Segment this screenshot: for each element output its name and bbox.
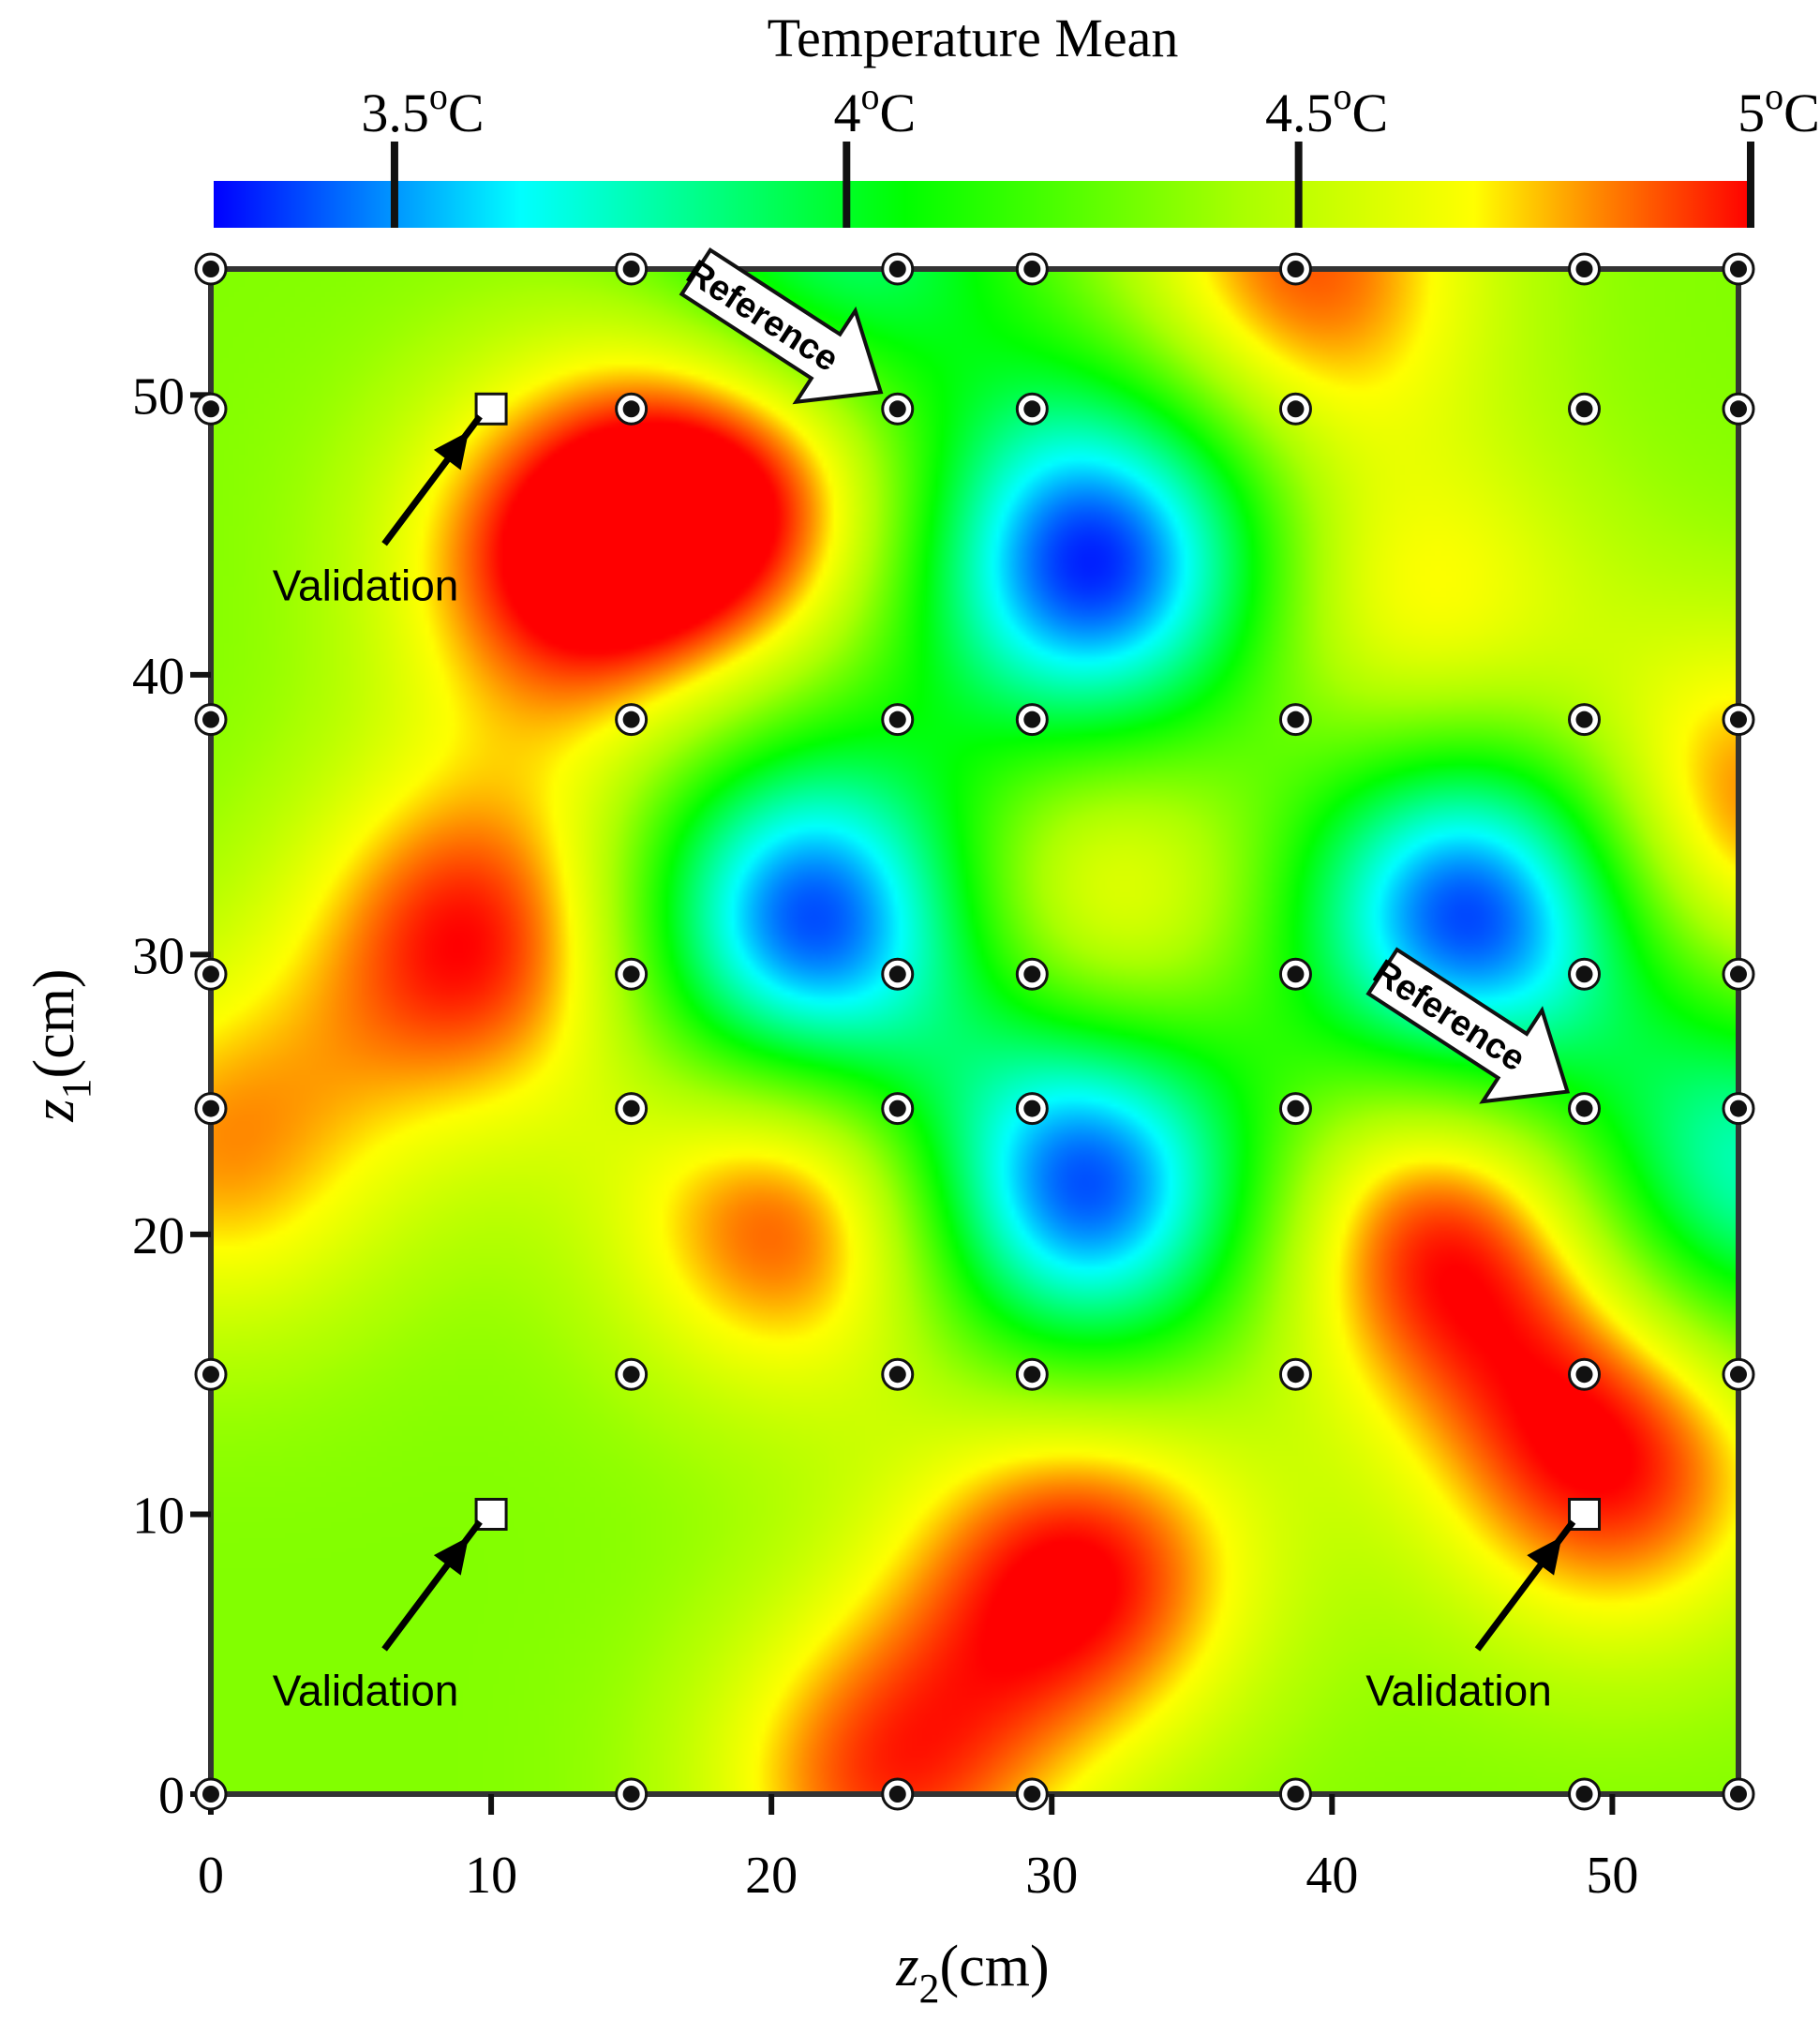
sensor-point <box>881 252 915 286</box>
sensor-point <box>194 392 228 426</box>
colorbar: Temperature Mean 3.5oC 4oC 4.5oC 5oC <box>214 7 1820 228</box>
sensor-point <box>194 957 228 991</box>
sensor-point <box>615 703 649 737</box>
x-tick-label: 30 <box>1025 1847 1078 1905</box>
colorbar-title: Temperature Mean <box>768 7 1179 68</box>
plot-frame <box>208 266 1741 1797</box>
sensor-point <box>881 1357 915 1391</box>
x-axis-label: z2(cm) <box>895 1935 1049 2012</box>
y-tick-label: 0 <box>158 1767 185 1825</box>
validation-arrowhead <box>433 431 470 471</box>
sensor-point <box>615 1092 649 1126</box>
sensor-point <box>1278 252 1312 286</box>
sensor-point <box>615 957 649 991</box>
x-axis-label-sub: 2 <box>919 1966 940 2012</box>
sensor-point <box>1568 1092 1602 1126</box>
sensor-point <box>1568 1777 1602 1811</box>
sensor-point <box>1722 703 1755 737</box>
sensor-point <box>1015 1092 1049 1126</box>
x-axis-label-unit: (cm) <box>940 1935 1050 1998</box>
y-axis-label-sub: 1 <box>53 1078 99 1099</box>
x-tick-label: 0 <box>198 1847 224 1905</box>
sensor-point <box>194 703 228 737</box>
sensor-point <box>1278 703 1312 737</box>
validation-label: Validation <box>1365 1666 1552 1714</box>
sensor-point <box>1015 957 1049 991</box>
sensor-point <box>881 1777 915 1811</box>
sensor-point <box>615 252 649 286</box>
validation-label: Validation <box>273 561 459 609</box>
validation-arrowhead <box>1527 1536 1562 1576</box>
colorbar-tick-label: 4oC <box>833 75 916 143</box>
x-axis-label-main: z <box>895 1935 918 1998</box>
sensor-point <box>1278 1092 1312 1126</box>
sensor-points <box>194 252 1755 1811</box>
sensor-point <box>1722 1777 1755 1811</box>
sensor-point <box>194 1092 228 1126</box>
x-tick-label: 10 <box>465 1847 517 1905</box>
sensor-point <box>1722 1357 1755 1391</box>
sensor-point <box>1722 957 1755 991</box>
y-tick-label: 30 <box>132 927 185 985</box>
x-tick-label: 20 <box>745 1847 798 1905</box>
colorbar-tick-label: 4.5oC <box>1265 75 1388 143</box>
y-tick-label: 20 <box>132 1207 185 1265</box>
sensor-point <box>615 392 649 426</box>
sensor-point <box>881 392 915 426</box>
validation-arrowhead <box>433 1536 470 1576</box>
sensor-point <box>881 1092 915 1126</box>
sensor-point <box>1568 957 1602 991</box>
sensor-point <box>1568 392 1602 426</box>
x-tick-label: 40 <box>1305 1847 1358 1905</box>
sensor-point <box>1278 392 1312 426</box>
sensor-point <box>1015 1777 1049 1811</box>
validation-label: Validation <box>273 1666 459 1714</box>
colorbar-gradient <box>214 181 1751 228</box>
sensor-point <box>194 1357 228 1391</box>
sensor-point <box>615 1777 649 1811</box>
sensor-point <box>1722 252 1755 286</box>
y-tick-label: 40 <box>132 648 185 706</box>
y-tick-label: 10 <box>132 1487 185 1545</box>
sensor-point <box>615 1357 649 1391</box>
validation-points <box>474 392 1602 1531</box>
axis-labels: z2(cm) z1(cm) <box>22 968 1050 2012</box>
sensor-point <box>1278 1357 1312 1391</box>
y-axis-label-unit: (cm) <box>22 968 86 1078</box>
sensor-point <box>1568 252 1602 286</box>
colorbar-tick-label: 3.5oC <box>361 75 484 143</box>
axis-ticks: 0 10 20 30 40 50 0 10 20 30 40 50 <box>132 367 1638 1905</box>
y-axis-label: z1(cm) <box>22 968 99 1122</box>
plot-area: 0 10 20 30 40 50 0 10 20 30 40 50 Validation Validat… <box>132 247 1755 1905</box>
validation-point <box>1568 1497 1602 1531</box>
sensor-point <box>194 252 228 286</box>
sensor-point <box>881 703 915 737</box>
sensor-point <box>1015 252 1049 286</box>
sensor-point <box>1722 1092 1755 1126</box>
sensor-point <box>1278 1777 1312 1811</box>
sensor-point <box>1015 392 1049 426</box>
sensor-point <box>1722 392 1755 426</box>
sensor-point <box>1278 957 1312 991</box>
colorbar-tick-label: 5oC <box>1738 75 1820 143</box>
sensor-point <box>1568 1357 1602 1391</box>
sensor-point <box>1568 703 1602 737</box>
sensor-point <box>1015 703 1049 737</box>
sensor-point <box>1015 1357 1049 1391</box>
sensor-point <box>194 1777 228 1811</box>
x-tick-label: 50 <box>1586 1847 1638 1905</box>
sensor-point <box>881 957 915 991</box>
y-tick-label: 50 <box>132 367 185 426</box>
y-axis-label-main: z <box>22 1099 86 1122</box>
colorbar-ticks: 3.5oC 4oC 4.5oC 5oC <box>361 75 1820 228</box>
